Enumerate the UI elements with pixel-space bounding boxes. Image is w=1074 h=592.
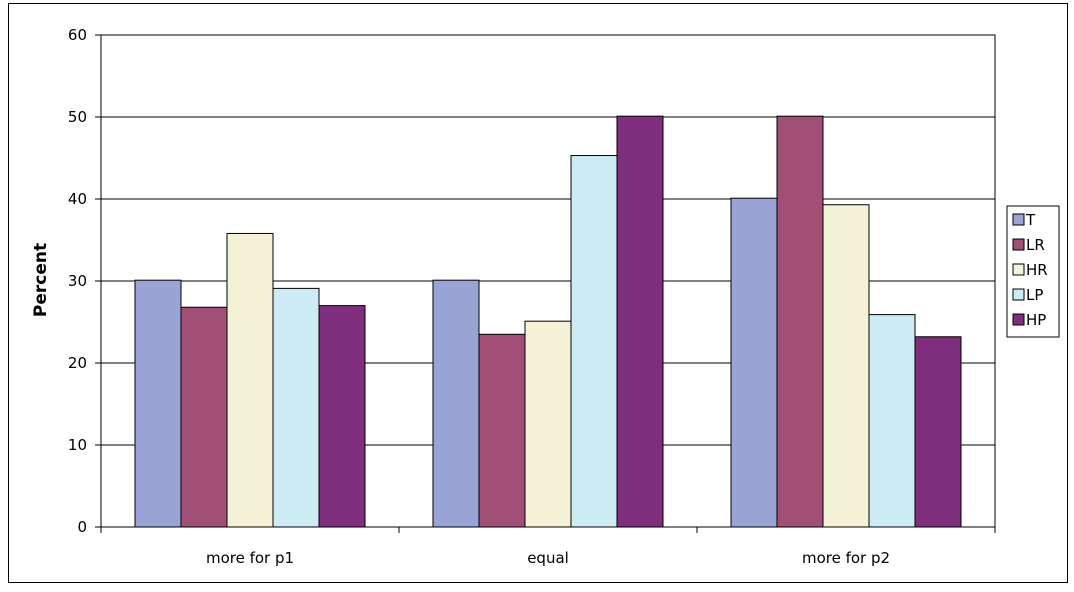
y-tick-label: 20 <box>68 354 87 372</box>
legend: T LR HR LP HP <box>1006 205 1060 338</box>
bars <box>134 115 962 528</box>
legend-swatch-hr <box>1012 263 1025 276</box>
bar-lp-2 <box>868 314 916 528</box>
legend-label-lp: LP <box>1026 286 1043 304</box>
bar-t-2 <box>730 197 778 528</box>
legend-swatch-lp <box>1012 288 1025 301</box>
y-axis-title: Percent <box>31 243 51 317</box>
legend-label-lr: LR <box>1026 236 1045 254</box>
bar-t-1 <box>432 279 480 528</box>
x-tick-labels: more for p1 equal more for p2 <box>206 549 890 567</box>
bar-hr-0 <box>226 232 274 528</box>
y-tick-label: 0 <box>77 518 87 536</box>
bar-hr-1 <box>524 320 572 528</box>
x-tick-label: more for p2 <box>802 549 890 567</box>
y-tick-label: 60 <box>68 26 87 44</box>
legend-swatch-lr <box>1012 238 1025 251</box>
bar-lr-0 <box>180 306 228 528</box>
bar-hr-2 <box>822 204 870 528</box>
y-tick-label: 50 <box>68 108 87 126</box>
y-tick-labels: 0 10 20 30 40 50 60 <box>68 26 87 536</box>
bar-lr-2 <box>776 115 824 528</box>
bar-lp-0 <box>272 287 320 528</box>
bar-hp-2 <box>914 336 962 528</box>
axes <box>95 34 996 533</box>
y-tick-label: 30 <box>68 272 87 290</box>
bar-lp-1 <box>570 155 618 528</box>
y-tick-label: 10 <box>68 436 87 454</box>
bar-hp-0 <box>318 305 366 528</box>
x-tick-label: more for p1 <box>206 549 294 567</box>
legend-label-hr: HR <box>1026 261 1048 279</box>
legend-label-hp: HP <box>1026 311 1046 329</box>
x-tick-label: equal <box>527 549 569 567</box>
legend-swatch-t <box>1012 213 1025 226</box>
bar-hp-1 <box>616 115 664 528</box>
bar-lr-1 <box>478 333 526 528</box>
y-tick-label: 40 <box>68 190 87 208</box>
bar-t-0 <box>134 279 182 528</box>
legend-swatch-hp <box>1012 313 1025 326</box>
legend-label-t: T <box>1025 211 1036 229</box>
